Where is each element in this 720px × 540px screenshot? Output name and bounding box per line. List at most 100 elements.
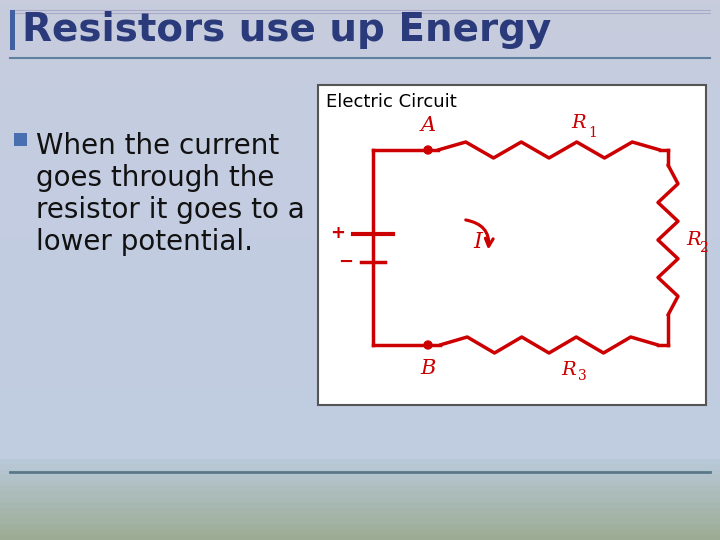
Bar <box>0 389 720 394</box>
Circle shape <box>424 341 432 349</box>
Text: When the current: When the current <box>36 132 279 160</box>
Bar <box>0 189 720 194</box>
Bar <box>0 464 720 470</box>
Bar <box>0 97 720 103</box>
Bar <box>0 22 720 27</box>
Bar <box>0 529 720 535</box>
Text: goes through the: goes through the <box>36 164 274 192</box>
Bar <box>0 113 720 119</box>
Bar <box>0 275 720 281</box>
Text: lower potential.: lower potential. <box>36 228 253 256</box>
Bar <box>0 32 720 38</box>
Bar <box>0 286 720 292</box>
Bar <box>0 248 720 254</box>
Bar <box>0 11 720 16</box>
Bar <box>0 362 720 367</box>
Bar <box>0 308 720 313</box>
Bar <box>0 157 720 162</box>
Bar <box>0 216 720 221</box>
Bar <box>0 378 720 383</box>
Bar <box>0 513 720 518</box>
Bar <box>0 205 720 211</box>
Bar <box>0 16 720 22</box>
Bar <box>0 221 720 227</box>
Bar <box>0 259 720 265</box>
Text: 3: 3 <box>577 369 586 383</box>
Bar <box>0 302 720 308</box>
Bar <box>0 124 720 130</box>
Bar <box>0 481 720 486</box>
Bar <box>0 486 720 491</box>
Bar <box>0 167 720 173</box>
Text: Electric Circuit: Electric Circuit <box>326 93 456 111</box>
Text: −: − <box>338 253 353 271</box>
Text: 1: 1 <box>588 126 598 140</box>
Bar <box>0 238 720 243</box>
Text: I: I <box>474 232 482 253</box>
Bar <box>0 178 720 184</box>
Bar <box>0 92 720 97</box>
Bar <box>0 54 720 59</box>
Bar <box>0 81 720 86</box>
Bar <box>0 281 720 286</box>
FancyArrowPatch shape <box>466 220 493 246</box>
Bar <box>0 475 720 481</box>
Bar <box>0 335 720 340</box>
Bar <box>0 43 720 49</box>
Bar <box>0 5 720 11</box>
Bar <box>0 448 720 454</box>
Text: Resistors use up Energy: Resistors use up Energy <box>22 11 552 49</box>
Bar <box>0 518 720 524</box>
Bar <box>0 254 720 259</box>
Bar <box>0 324 720 329</box>
Bar <box>0 524 720 529</box>
Bar <box>0 400 720 405</box>
Bar <box>0 432 720 437</box>
Bar <box>0 535 720 540</box>
Bar <box>0 59 720 65</box>
Bar <box>0 227 720 232</box>
Text: +: + <box>330 225 345 242</box>
Bar <box>0 437 720 443</box>
Bar <box>0 319 720 324</box>
Bar <box>0 346 720 351</box>
Bar <box>0 497 720 502</box>
Bar <box>14 133 27 146</box>
Bar <box>0 383 720 389</box>
Bar <box>0 421 720 427</box>
Text: B: B <box>420 359 436 378</box>
Bar <box>0 459 720 464</box>
Bar <box>0 108 720 113</box>
Bar <box>0 416 720 421</box>
Bar <box>0 119 720 124</box>
Bar <box>0 135 720 140</box>
Bar <box>0 70 720 76</box>
Bar <box>0 502 720 508</box>
Bar <box>0 173 720 178</box>
Bar <box>0 394 720 400</box>
Bar <box>0 340 720 346</box>
Bar <box>0 265 720 270</box>
Bar <box>0 184 720 189</box>
Bar <box>0 454 720 459</box>
Bar <box>0 373 720 378</box>
Bar <box>0 38 720 43</box>
Bar <box>0 329 720 335</box>
Bar <box>0 0 720 5</box>
Bar <box>0 508 720 513</box>
Bar <box>0 130 720 135</box>
Bar <box>0 313 720 319</box>
Bar <box>0 146 720 151</box>
FancyBboxPatch shape <box>318 85 706 405</box>
Bar <box>0 211 720 216</box>
Bar <box>0 405 720 410</box>
Bar <box>0 86 720 92</box>
Bar <box>0 491 720 497</box>
Bar <box>0 49 720 54</box>
Text: R: R <box>572 114 586 132</box>
Bar <box>0 200 720 205</box>
Bar <box>0 356 720 362</box>
Circle shape <box>424 146 432 154</box>
Bar <box>0 65 720 70</box>
Bar <box>0 243 720 248</box>
